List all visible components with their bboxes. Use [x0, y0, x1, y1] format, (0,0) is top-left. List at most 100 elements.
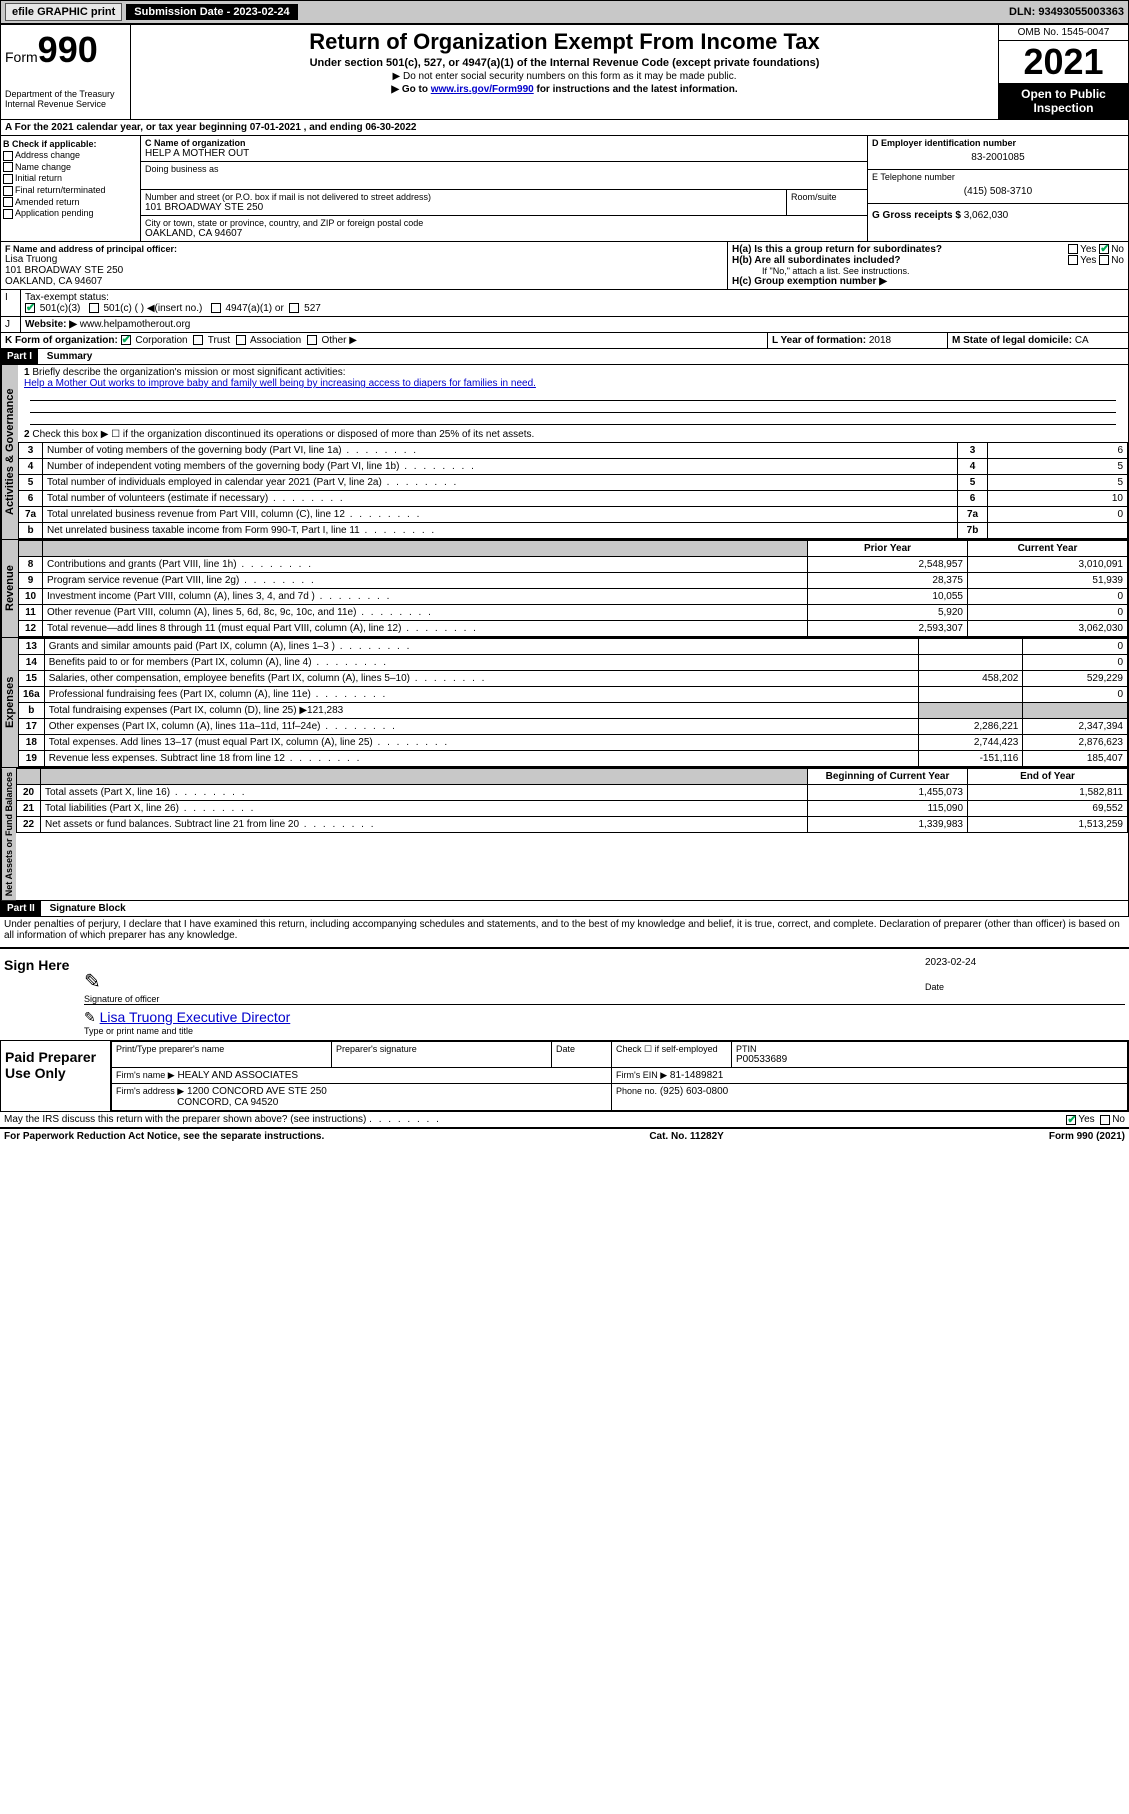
- form-header: Form990 Department of the Treasury Inter…: [0, 24, 1129, 120]
- tax-year: 2021: [999, 41, 1128, 83]
- part1-bar: Part I: [1, 349, 38, 364]
- cb-address-change[interactable]: [3, 151, 13, 161]
- table-row: 8Contributions and grants (Part VIII, li…: [19, 557, 1128, 573]
- officer-name-title: Lisa Truong Executive Director: [100, 1009, 291, 1025]
- efile-topbar: efile GRAPHIC print Submission Date - 20…: [0, 0, 1129, 24]
- cb-sub-yes[interactable]: [1068, 255, 1078, 265]
- table-row: bNet unrelated business taxable income f…: [19, 523, 1128, 539]
- instructions-link-line: ▶ Go to www.irs.gov/Form990 for instruct…: [135, 84, 994, 95]
- cb-sub-no[interactable]: [1099, 255, 1109, 265]
- cb-application-pending[interactable]: [3, 209, 13, 219]
- line1-label: Briefly describe the organization's miss…: [32, 367, 345, 378]
- year-formation: 2018: [869, 335, 891, 346]
- cb-discuss-no[interactable]: [1100, 1115, 1110, 1125]
- irs-label: Internal Revenue Service: [5, 99, 126, 109]
- cb-amended[interactable]: [3, 197, 13, 207]
- type-name-label: Type or print name and title: [84, 1026, 1125, 1036]
- sig-date-label: Date: [925, 982, 1125, 992]
- ein-value: 83-2001085: [872, 148, 1124, 167]
- self-employed-label: Check ☐ if self-employed: [616, 1044, 727, 1055]
- irs-gov-link[interactable]: www.irs.gov/Form990: [431, 84, 534, 95]
- cb-501c3[interactable]: [25, 303, 35, 313]
- form-org-label: K Form of organization:: [5, 335, 118, 346]
- street-label: Number and street (or P.O. box if mail i…: [145, 192, 782, 202]
- submission-date: Submission Date - 2023-02-24: [126, 4, 297, 20]
- tab-governance: Activities & Governance: [1, 365, 18, 539]
- city-label: City or town, state or province, country…: [145, 218, 863, 228]
- firm-name-label: Firm's name ▶: [116, 1070, 175, 1080]
- sig-officer-label: Signature of officer: [84, 994, 925, 1004]
- room-suite-label: Room/suite: [787, 190, 867, 215]
- cb-501c[interactable]: [89, 303, 99, 313]
- h-c-label: H(c) Group exemption number ▶: [732, 276, 1124, 287]
- firm-addr1: 1200 CONCORD AVE STE 250: [187, 1086, 327, 1097]
- h-b-note: If "No," attach a list. See instructions…: [732, 266, 1124, 276]
- omb-number: OMB No. 1545-0047: [999, 25, 1128, 41]
- cb-corp[interactable]: [121, 335, 131, 345]
- section-b-checkboxes: B Check if applicable: Address change Na…: [1, 136, 141, 241]
- cb-4947[interactable]: [211, 303, 221, 313]
- sign-here-label: Sign Here: [0, 949, 80, 1040]
- firm-phone: (925) 603-0800: [660, 1086, 728, 1097]
- cb-group-yes[interactable]: [1068, 244, 1078, 254]
- table-row: 22Net assets or fund balances. Subtract …: [17, 817, 1128, 833]
- part2-title: Signature Block: [44, 901, 132, 916]
- perjury-declaration: Under penalties of perjury, I declare th…: [0, 917, 1129, 943]
- cb-527[interactable]: [289, 303, 299, 313]
- cb-trust[interactable]: [193, 335, 203, 345]
- efile-print-button[interactable]: efile GRAPHIC print: [5, 3, 122, 21]
- expenses-table: 13Grants and similar amounts paid (Part …: [18, 638, 1128, 767]
- section-a-taxyear: A For the 2021 calendar year, or tax yea…: [0, 120, 1129, 136]
- part2-bar: Part II: [1, 901, 41, 916]
- dln: DLN: 93493055003363: [1009, 6, 1124, 18]
- firm-phone-label: Phone no.: [616, 1086, 657, 1096]
- table-row: 4Number of independent voting members of…: [19, 459, 1128, 475]
- ptin-value: P00533689: [736, 1054, 1123, 1065]
- street-address: 101 BROADWAY STE 250: [145, 202, 782, 213]
- section-subtitle: Under section 501(c), 527, or 4947(a)(1)…: [135, 57, 994, 69]
- gross-receipts-label: G Gross receipts $: [872, 210, 961, 221]
- table-row: 5Total number of individuals employed in…: [19, 475, 1128, 491]
- gross-receipts-value: 3,062,030: [964, 210, 1009, 221]
- table-row: 14Benefits paid to or for members (Part …: [19, 655, 1128, 671]
- org-name-label: C Name of organization: [145, 138, 863, 148]
- ptin-label: PTIN: [736, 1044, 1123, 1054]
- cb-final-return[interactable]: [3, 186, 13, 196]
- org-name: HELP A MOTHER OUT: [145, 148, 863, 159]
- mission-text: Help a Mother Out works to improve baby …: [24, 378, 536, 389]
- phone-value: (415) 508-3710: [872, 182, 1124, 201]
- officer-name: Lisa Truong: [5, 254, 723, 265]
- tab-net-assets: Net Assets or Fund Balances: [1, 768, 16, 900]
- cb-name-change[interactable]: [3, 162, 13, 172]
- dept-treasury: Department of the Treasury: [5, 89, 126, 99]
- cb-initial-return[interactable]: [3, 174, 13, 184]
- cb-other[interactable]: [307, 335, 317, 345]
- h-a-label: H(a) Is this a group return for subordin…: [732, 244, 942, 255]
- identity-block: B Check if applicable: Address change Na…: [0, 136, 1129, 242]
- table-row: 9Program service revenue (Part VIII, lin…: [19, 573, 1128, 589]
- tab-revenue: Revenue: [1, 540, 18, 637]
- line2-text: Check this box ▶ ☐ if the organization d…: [32, 429, 534, 440]
- dba-label: Doing business as: [145, 164, 863, 174]
- officer-addr2: OAKLAND, CA 94607: [5, 276, 723, 287]
- cb-discuss-yes[interactable]: [1066, 1115, 1076, 1125]
- table-row: 19Revenue less expenses. Subtract line 1…: [19, 751, 1128, 767]
- table-row: 7aTotal unrelated business revenue from …: [19, 507, 1128, 523]
- paid-preparer-label: Paid Preparer Use Only: [1, 1041, 111, 1111]
- paperwork-notice: For Paperwork Reduction Act Notice, see …: [4, 1131, 324, 1142]
- table-row: 3Number of voting members of the governi…: [19, 443, 1128, 459]
- prep-sig-label: Preparer's signature: [336, 1044, 547, 1054]
- table-row: 12Total revenue—add lines 8 through 11 (…: [19, 621, 1128, 637]
- prep-date-label: Date: [556, 1044, 607, 1054]
- tax-exempt-label: Tax-exempt status:: [25, 292, 109, 303]
- officer-label: F Name and address of principal officer:: [5, 244, 723, 254]
- form-label: Form: [5, 49, 38, 65]
- print-name-label: Print/Type preparer's name: [116, 1044, 327, 1054]
- table-row: 13Grants and similar amounts paid (Part …: [19, 639, 1128, 655]
- cb-assoc[interactable]: [236, 335, 246, 345]
- table-row: 18Total expenses. Add lines 13–17 (must …: [19, 735, 1128, 751]
- website-label: Website: ▶: [25, 319, 77, 330]
- form-footer: Form 990 (2021): [1049, 1131, 1125, 1142]
- cb-group-no[interactable]: [1099, 244, 1109, 254]
- domicile-label: M State of legal domicile:: [952, 335, 1072, 346]
